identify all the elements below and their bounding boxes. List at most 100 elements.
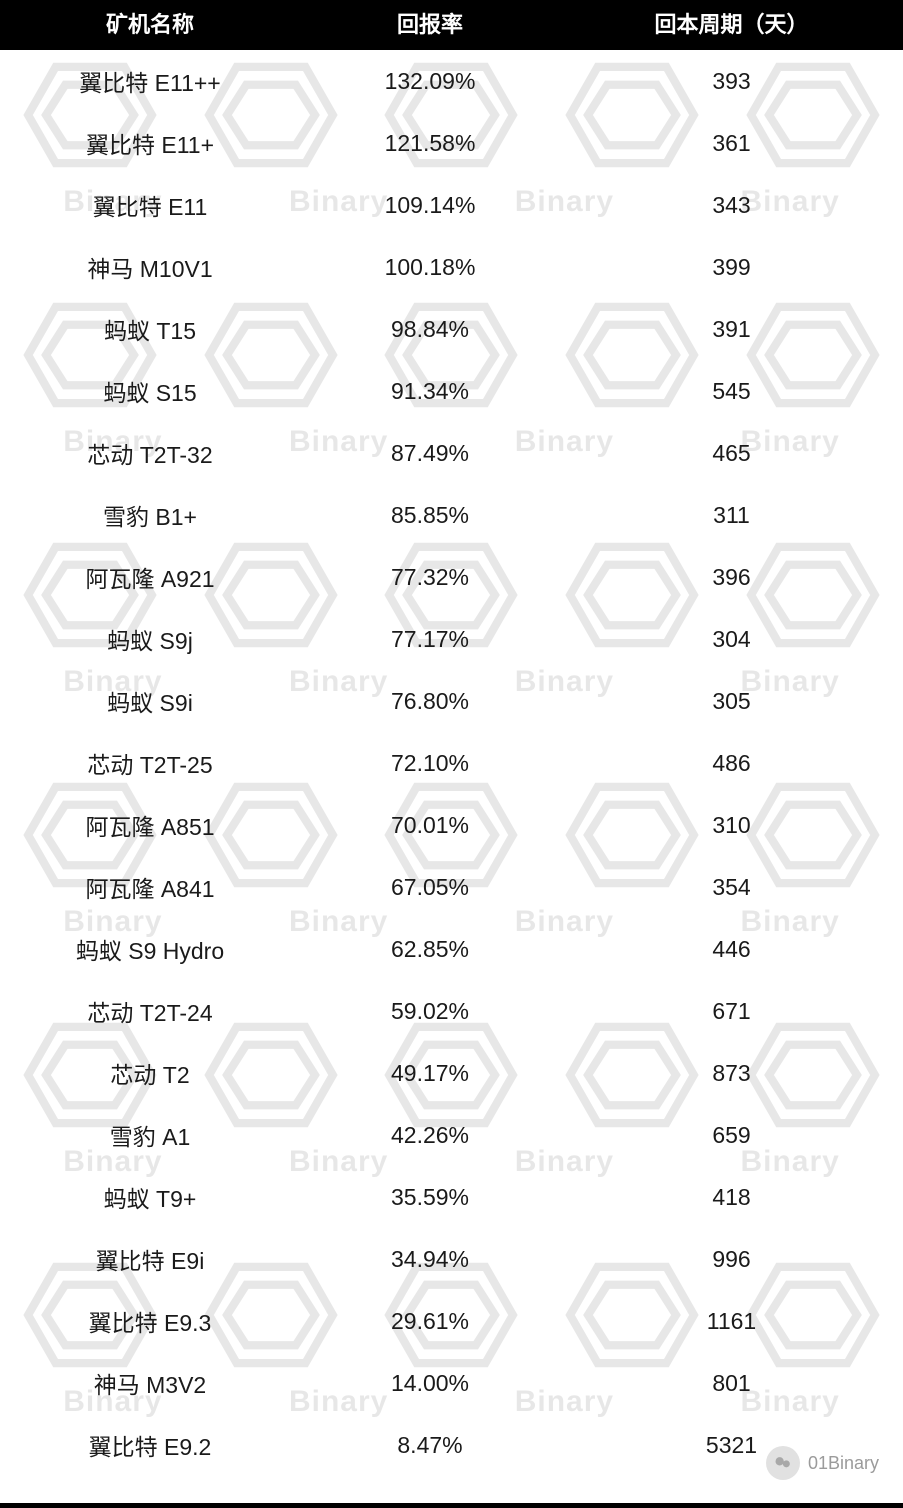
cell-roi: 85.85% <box>300 502 560 529</box>
cell-payback: 996 <box>560 1246 903 1273</box>
table-row: 蚂蚁 T9+35.59%418 <box>0 1166 903 1228</box>
cell-name: 翼比特 E11++ <box>0 64 300 98</box>
cell-payback: 310 <box>560 812 903 839</box>
cell-name: 翼比特 E9i <box>0 1242 300 1276</box>
source-tag: 01Binary <box>766 1446 879 1480</box>
cell-payback: 446 <box>560 936 903 963</box>
cell-name: 芯动 T2T-24 <box>0 994 300 1028</box>
cell-roi: 70.01% <box>300 812 560 839</box>
cell-roi: 29.61% <box>300 1308 560 1335</box>
table-row: 蚂蚁 S9j77.17%304 <box>0 608 903 670</box>
cell-roi: 91.34% <box>300 378 560 405</box>
cell-name: 阿瓦隆 A851 <box>0 808 300 842</box>
cell-name: 蚂蚁 S15 <box>0 374 300 408</box>
cell-payback: 304 <box>560 626 903 653</box>
cell-roi: 132.09% <box>300 68 560 95</box>
cell-name: 神马 M10V1 <box>0 250 300 284</box>
cell-roi: 72.10% <box>300 750 560 777</box>
cell-name: 芯动 T2T-32 <box>0 436 300 470</box>
cell-name: 翼比特 E11 <box>0 188 300 222</box>
cell-roi: 76.80% <box>300 688 560 715</box>
table-row: 翼比特 E11109.14%343 <box>0 174 903 236</box>
cell-name: 翼比特 E11+ <box>0 126 300 160</box>
cell-name: 蚂蚁 S9 Hydro <box>0 932 300 966</box>
table-row: 神马 M3V214.00%801 <box>0 1352 903 1414</box>
cell-name: 蚂蚁 S9j <box>0 622 300 656</box>
cell-roi: 49.17% <box>300 1060 560 1087</box>
cell-roi: 59.02% <box>300 998 560 1025</box>
cell-name: 神马 M3V2 <box>0 1366 300 1400</box>
cell-payback: 486 <box>560 750 903 777</box>
cell-name: 阿瓦隆 A841 <box>0 870 300 904</box>
col-header-roi: 回报率 <box>300 7 560 39</box>
cell-roi: 42.26% <box>300 1122 560 1149</box>
table-row: 蚂蚁 S9i76.80%305 <box>0 670 903 732</box>
cell-name: 雪豹 A1 <box>0 1118 300 1152</box>
cell-roi: 67.05% <box>300 874 560 901</box>
cell-name: 翼比特 E9.3 <box>0 1304 300 1338</box>
cell-name: 芯动 T2T-25 <box>0 746 300 780</box>
table-row: 蚂蚁 S9 Hydro62.85%446 <box>0 918 903 980</box>
cell-payback: 465 <box>560 440 903 467</box>
cell-name: 蚂蚁 S9i <box>0 684 300 718</box>
table-row: 翼比特 E9.329.61%1161 <box>0 1290 903 1352</box>
cell-payback: 873 <box>560 1060 903 1087</box>
cell-payback: 545 <box>560 378 903 405</box>
cell-roi: 121.58% <box>300 130 560 157</box>
cell-name: 蚂蚁 T15 <box>0 312 300 346</box>
table-row: 阿瓦隆 A85170.01%310 <box>0 794 903 856</box>
cell-payback: 671 <box>560 998 903 1025</box>
cell-payback: 1161 <box>560 1308 903 1335</box>
cell-payback: 659 <box>560 1122 903 1149</box>
cell-payback: 418 <box>560 1184 903 1211</box>
wechat-icon <box>766 1446 800 1480</box>
table-row: 蚂蚁 T1598.84%391 <box>0 298 903 360</box>
cell-roi: 34.94% <box>300 1246 560 1273</box>
col-header-name: 矿机名称 <box>0 7 300 39</box>
cell-payback: 361 <box>560 130 903 157</box>
cell-payback: 801 <box>560 1370 903 1397</box>
cell-roi: 14.00% <box>300 1370 560 1397</box>
cell-payback: 354 <box>560 874 903 901</box>
table-row: 蚂蚁 S1591.34%545 <box>0 360 903 422</box>
table-row: 翼比特 E11++132.09%393 <box>0 50 903 112</box>
cell-payback: 305 <box>560 688 903 715</box>
cell-roi: 35.59% <box>300 1184 560 1211</box>
table-row: 雪豹 B1+85.85%311 <box>0 484 903 546</box>
table-body: 翼比特 E11++132.09%393翼比特 E11+121.58%361翼比特… <box>0 50 903 1476</box>
table-bottom-border <box>0 1503 903 1508</box>
table-row: 翼比特 E11+121.58%361 <box>0 112 903 174</box>
cell-roi: 100.18% <box>300 254 560 281</box>
cell-payback: 399 <box>560 254 903 281</box>
cell-payback: 396 <box>560 564 903 591</box>
cell-name: 雪豹 B1+ <box>0 498 300 532</box>
table-header: 矿机名称 回报率 回本周期（天） <box>0 0 903 50</box>
cell-roi: 8.47% <box>300 1432 560 1459</box>
table-row: 阿瓦隆 A84167.05%354 <box>0 856 903 918</box>
cell-roi: 62.85% <box>300 936 560 963</box>
table-row: 芯动 T249.17%873 <box>0 1042 903 1104</box>
table-row: 芯动 T2T-3287.49%465 <box>0 422 903 484</box>
cell-roi: 98.84% <box>300 316 560 343</box>
cell-name: 阿瓦隆 A921 <box>0 560 300 594</box>
table-row: 阿瓦隆 A92177.32%396 <box>0 546 903 608</box>
cell-roi: 87.49% <box>300 440 560 467</box>
cell-roi: 77.17% <box>300 626 560 653</box>
cell-roi: 109.14% <box>300 192 560 219</box>
table-row: 雪豹 A142.26%659 <box>0 1104 903 1166</box>
cell-payback: 343 <box>560 192 903 219</box>
cell-name: 蚂蚁 T9+ <box>0 1180 300 1214</box>
cell-payback: 391 <box>560 316 903 343</box>
cell-roi: 77.32% <box>300 564 560 591</box>
cell-name: 芯动 T2 <box>0 1056 300 1090</box>
table-row: 芯动 T2T-2572.10%486 <box>0 732 903 794</box>
table-row: 芯动 T2T-2459.02%671 <box>0 980 903 1042</box>
cell-name: 翼比特 E9.2 <box>0 1428 300 1462</box>
table-row: 翼比特 E9i34.94%996 <box>0 1228 903 1290</box>
col-header-payback: 回本周期（天） <box>560 7 903 39</box>
table-row: 神马 M10V1100.18%399 <box>0 236 903 298</box>
cell-payback: 311 <box>560 502 903 529</box>
cell-payback: 393 <box>560 68 903 95</box>
source-label: 01Binary <box>808 1453 879 1474</box>
miner-roi-table: 矿机名称 回报率 回本周期（天） 翼比特 E11++132.09%393翼比特 … <box>0 0 903 1476</box>
